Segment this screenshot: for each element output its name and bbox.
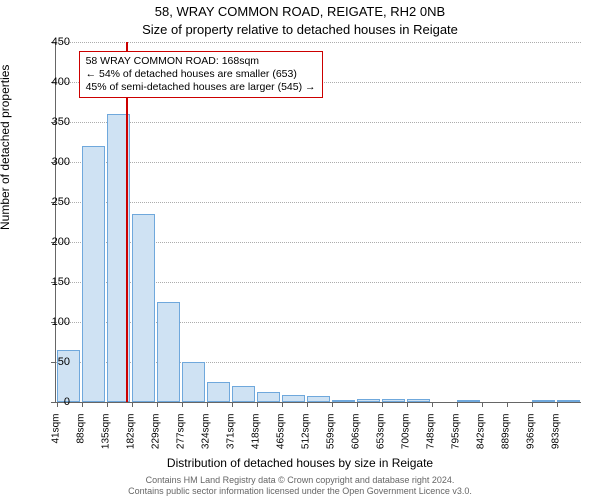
ytick-label: 100 xyxy=(40,316,70,328)
ytick-label: 200 xyxy=(40,236,70,248)
xtick-mark xyxy=(157,402,158,407)
histogram-bar xyxy=(332,400,355,402)
xtick-mark xyxy=(132,402,133,407)
callout-line: 45% of semi-detached houses are larger (… xyxy=(86,81,316,94)
histogram-bar xyxy=(157,302,180,402)
xtick-label: 700sqm xyxy=(401,414,412,454)
plot-area: 58 WRAY COMMON ROAD: 168sqm← 54% of deta… xyxy=(55,42,581,403)
chart-title-line2: Size of property relative to detached ho… xyxy=(0,22,600,37)
xtick-label: 371sqm xyxy=(226,414,237,454)
xtick-label: 512sqm xyxy=(301,414,312,454)
xtick-label: 229sqm xyxy=(151,414,162,454)
histogram-bar xyxy=(232,386,255,402)
xtick-label: 842sqm xyxy=(476,414,487,454)
attribution-footer: Contains HM Land Registry data © Crown c… xyxy=(0,475,600,497)
histogram-bar xyxy=(407,399,430,402)
xtick-mark xyxy=(382,402,383,407)
xtick-mark xyxy=(307,402,308,407)
histogram-bar xyxy=(382,399,405,402)
xtick-label: 418sqm xyxy=(251,414,262,454)
callout-box: 58 WRAY COMMON ROAD: 168sqm← 54% of deta… xyxy=(79,51,323,98)
xtick-mark xyxy=(257,402,258,407)
gridline-h xyxy=(56,122,581,123)
xtick-mark xyxy=(482,402,483,407)
xtick-label: 983sqm xyxy=(551,414,562,454)
xtick-mark xyxy=(532,402,533,407)
gridline-h xyxy=(56,42,581,43)
xtick-label: 606sqm xyxy=(351,414,362,454)
xtick-mark xyxy=(332,402,333,407)
xtick-label: 182sqm xyxy=(126,414,137,454)
xtick-mark xyxy=(182,402,183,407)
xtick-mark xyxy=(457,402,458,407)
gridline-h xyxy=(56,202,581,203)
histogram-bar xyxy=(307,396,330,402)
histogram-bar xyxy=(532,400,555,402)
ytick-label: 450 xyxy=(40,36,70,48)
chart-title-line1: 58, WRAY COMMON ROAD, REIGATE, RH2 0NB xyxy=(0,4,600,19)
x-axis-label: Distribution of detached houses by size … xyxy=(0,456,600,470)
footer-line1: Contains HM Land Registry data © Crown c… xyxy=(0,475,600,486)
xtick-mark xyxy=(407,402,408,407)
xtick-label: 465sqm xyxy=(276,414,287,454)
callout-line: 58 WRAY COMMON ROAD: 168sqm xyxy=(86,55,316,68)
histogram-bar xyxy=(207,382,230,402)
xtick-mark xyxy=(232,402,233,407)
ytick-label: 50 xyxy=(40,356,70,368)
gridline-h xyxy=(56,162,581,163)
ytick-label: 300 xyxy=(40,156,70,168)
footer-line2: Contains public sector information licen… xyxy=(0,486,600,497)
ytick-label: 0 xyxy=(40,396,70,408)
ytick-label: 400 xyxy=(40,76,70,88)
histogram-bar xyxy=(457,400,480,402)
y-axis-label: Number of detached properties xyxy=(0,65,12,230)
xtick-mark xyxy=(507,402,508,407)
xtick-label: 795sqm xyxy=(451,414,462,454)
xtick-label: 324sqm xyxy=(201,414,212,454)
xtick-label: 88sqm xyxy=(76,414,87,454)
xtick-label: 559sqm xyxy=(326,414,337,454)
xtick-label: 889sqm xyxy=(501,414,512,454)
xtick-mark xyxy=(82,402,83,407)
histogram-bar xyxy=(132,214,155,402)
histogram-bar xyxy=(257,392,280,402)
xtick-mark xyxy=(432,402,433,407)
histogram-bar xyxy=(282,395,305,402)
xtick-mark xyxy=(107,402,108,407)
ytick-label: 150 xyxy=(40,276,70,288)
histogram-bar xyxy=(557,400,580,402)
xtick-label: 41sqm xyxy=(51,414,62,454)
histogram-bar xyxy=(182,362,205,402)
xtick-mark xyxy=(357,402,358,407)
xtick-label: 277sqm xyxy=(176,414,187,454)
ytick-label: 350 xyxy=(40,116,70,128)
xtick-mark xyxy=(557,402,558,407)
xtick-mark xyxy=(282,402,283,407)
xtick-label: 653sqm xyxy=(376,414,387,454)
xtick-label: 135sqm xyxy=(101,414,112,454)
ytick-label: 250 xyxy=(40,196,70,208)
xtick-mark xyxy=(207,402,208,407)
callout-line: ← 54% of detached houses are smaller (65… xyxy=(86,68,316,81)
xtick-label: 936sqm xyxy=(526,414,537,454)
histogram-bar xyxy=(357,399,380,402)
histogram-bar xyxy=(82,146,105,402)
xtick-label: 748sqm xyxy=(426,414,437,454)
